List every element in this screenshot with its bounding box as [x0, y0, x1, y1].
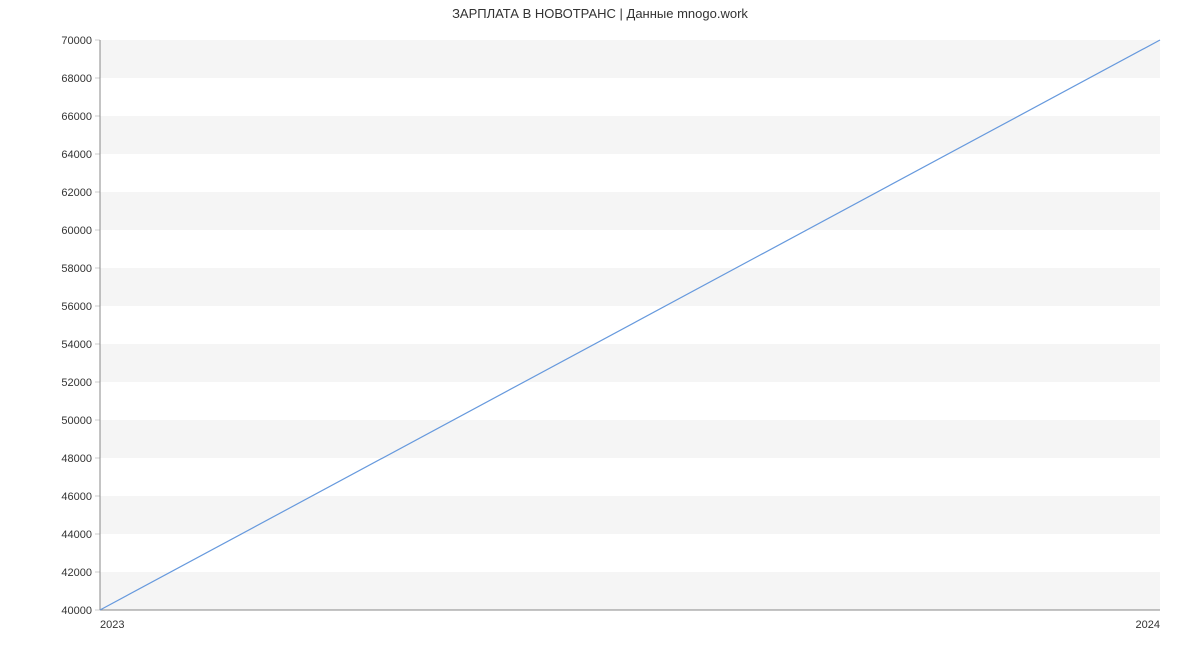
salary-line-chart: ЗАРПЛАТА В НОВОТРАНС | Данные mnogo.work…: [0, 0, 1200, 650]
y-tick-label: 64000: [61, 149, 92, 161]
x-tick-label: 2024: [1136, 619, 1160, 631]
y-tick-label: 42000: [61, 567, 92, 579]
y-tick-label: 70000: [61, 35, 92, 47]
grid-band: [100, 382, 1160, 420]
grid-band: [100, 534, 1160, 572]
y-tick-label: 40000: [61, 605, 92, 617]
grid-band: [100, 496, 1160, 534]
y-tick-label: 48000: [61, 453, 92, 465]
y-tick-label: 54000: [61, 339, 92, 351]
y-tick-label: 46000: [61, 491, 92, 503]
grid-band: [100, 192, 1160, 230]
grid-band: [100, 116, 1160, 154]
grid-band: [100, 458, 1160, 496]
grid-band: [100, 78, 1160, 116]
chart-title: ЗАРПЛАТА В НОВОТРАНС | Данные mnogo.work: [0, 6, 1200, 21]
grid-band: [100, 154, 1160, 192]
grid-band: [100, 40, 1160, 78]
y-tick-label: 56000: [61, 301, 92, 313]
y-tick-label: 58000: [61, 263, 92, 275]
y-tick-label: 62000: [61, 187, 92, 199]
grid-band: [100, 268, 1160, 306]
chart-svg: 40000 42000 44000 46000 48000 50000 52000 54000…: [0, 0, 1200, 650]
grid-band: [100, 230, 1160, 268]
grid-band: [100, 420, 1160, 458]
y-tick-label: 68000: [61, 73, 92, 85]
y-tick-label: 60000: [61, 225, 92, 237]
y-tick-label: 50000: [61, 415, 92, 427]
grid-band: [100, 572, 1160, 610]
x-tick-label: 2023: [100, 619, 124, 631]
y-tick-label: 52000: [61, 377, 92, 389]
grid-band: [100, 344, 1160, 382]
y-tick-label: 44000: [61, 529, 92, 541]
y-tick-label: 66000: [61, 111, 92, 123]
